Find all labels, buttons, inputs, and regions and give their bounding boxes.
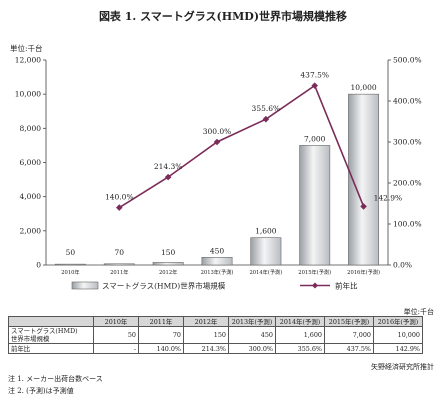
- table-row: スマートグラス(HMD) 世界市場規模 50 70 150 450 1,600 …: [8, 326, 423, 344]
- table-header-cell: 2015年(予測): [324, 316, 374, 327]
- table-header-cell: 2011年: [138, 316, 184, 327]
- table-cell: 70: [138, 326, 184, 344]
- table-cell: 7,000: [324, 326, 374, 344]
- legend-label-bar: スマートグラス(HMD)世界市場規模: [102, 281, 226, 291]
- x-tick-label: 2013年(予測): [201, 268, 234, 276]
- bar-value-label: 10,000: [350, 83, 376, 92]
- left-tick-label: 12,000: [15, 56, 41, 65]
- left-tick-label: 0: [36, 261, 41, 270]
- left-tick-label: 4,000: [20, 192, 42, 201]
- legend-label-line: 前年比: [335, 281, 358, 291]
- line-marker: [311, 82, 319, 89]
- source-note: 矢野経済研究所推計: [371, 363, 434, 371]
- row-label-line: スマートグラス(HMD): [11, 327, 78, 335]
- x-tick-label: 2012年: [159, 268, 177, 276]
- table-cell: 140.0%: [138, 343, 184, 354]
- line-path: [118, 84, 365, 209]
- bar: [201, 257, 233, 266]
- table-cell: 50: [93, 326, 139, 344]
- bar-value-label: 7,000: [304, 134, 326, 143]
- left-axis-unit-label: 単位:千台: [10, 43, 43, 53]
- left-tick-label: 2,000: [20, 226, 42, 235]
- right-tick-label: 500.0%: [393, 56, 422, 65]
- left-tick-label: 10,000: [15, 90, 41, 99]
- bar: [152, 262, 184, 266]
- bar: [103, 263, 135, 266]
- table-header-cell: 2016年(予測): [373, 316, 423, 327]
- left-tick-label: 6,000: [20, 158, 42, 167]
- chart-labels: 50 70 150 450 1,600 7,000 10,000 140.0% 214.3% 30…: [66, 71, 403, 257]
- chart-axes: 0 2,000 4,000 6,000 8,000 10,000 12,000 0.0% 100…: [15, 56, 422, 277]
- line-value-label: 214.3%: [154, 162, 183, 171]
- bar-value-label: 1,600: [255, 227, 277, 236]
- x-tick-label: 2015年(予測): [298, 268, 331, 276]
- bar-value-label: 70: [115, 248, 125, 257]
- bar-value-label: 450: [210, 246, 225, 255]
- x-tick-label: 2010年: [61, 268, 79, 276]
- right-tick-label: 400.0%: [393, 97, 422, 106]
- line-series: [115, 82, 367, 211]
- bar-line-chart: 単位:千台 02,0004,0006,0008,00010,00012,0000…: [10, 43, 422, 291]
- table-cell: 214.3%: [183, 343, 229, 354]
- line-value-label: 355.6%: [252, 104, 281, 113]
- row-label: スマートグラス(HMD) 世界市場規模: [8, 326, 94, 344]
- bar: [250, 237, 282, 266]
- figure-title: 図表 1. スマートグラス(HMD)世界市場規模推移: [98, 10, 348, 23]
- right-tick-label: 100.0%: [393, 220, 422, 229]
- legend: スマートグラス(HMD)世界市場規模 前年比: [71, 281, 358, 291]
- x-tick-label: 2011年: [110, 268, 128, 276]
- line-value-label: 142.9%: [374, 193, 403, 202]
- left-tick-label: 8,000: [20, 124, 42, 133]
- table-cell: 142.9%: [373, 343, 423, 354]
- table-header-cell: 2012年: [183, 316, 229, 327]
- table-cell: 300.0%: [228, 343, 276, 354]
- bar: [299, 145, 331, 266]
- table-header-cell: [8, 316, 94, 327]
- table-cell: -: [93, 343, 139, 354]
- table-unit-label: 単位:千台: [403, 308, 434, 316]
- right-tick-label: 300.0%: [393, 138, 422, 147]
- table-cell: 437.5%: [324, 343, 374, 354]
- bar-value-label: 150: [161, 248, 176, 257]
- table-cell: 355.6%: [275, 343, 325, 354]
- legend-bar-swatch: [71, 281, 99, 290]
- right-tick-label: 0.0%: [393, 261, 412, 270]
- row-label-line: 世界市場規模: [11, 335, 50, 343]
- row-label: 前年比: [8, 343, 94, 354]
- line-marker: [213, 138, 221, 146]
- line-marker: [115, 204, 123, 211]
- footnote: 注 1. メーカー出荷台数ベース: [8, 375, 103, 383]
- line-value-label: 300.0%: [203, 127, 232, 136]
- right-tick-label: 200.0%: [393, 179, 422, 188]
- line-value-label: 437.5%: [300, 71, 329, 80]
- line-marker: [262, 115, 270, 123]
- table-cell: 150: [183, 326, 229, 344]
- table-cell: 450: [228, 326, 276, 344]
- table-header-row: 2010年 2011年 2012年 2013年(予測) 2014年(予測) 20…: [8, 316, 423, 327]
- bar-value-label: 50: [66, 248, 76, 257]
- table-row: 前年比 - 140.0% 214.3% 300.0% 355.6% 437.5%…: [8, 343, 423, 354]
- line-marker: [164, 173, 172, 181]
- table-cell: 1,600: [275, 326, 325, 344]
- data-table: 2010年 2011年 2012年 2013年(予測) 2014年(予測) 20…: [8, 316, 423, 354]
- table-header-cell: 2010年: [93, 316, 139, 327]
- x-tick-label: 2014年(予測): [249, 268, 282, 276]
- legend-line-marker: [312, 282, 318, 289]
- bar-series: [54, 93, 380, 266]
- bar: [54, 263, 86, 266]
- table-header-cell: 2013年(予測): [228, 316, 276, 327]
- table-header-cell: 2014年(予測): [275, 316, 325, 327]
- x-tick-label: 2016年(予測): [347, 268, 380, 276]
- line-marker: [360, 203, 367, 210]
- footnote: 注 2. (予測)は予測値: [8, 387, 74, 395]
- line-value-label: 140.0%: [105, 193, 134, 202]
- table-cell: 10,000: [373, 326, 423, 344]
